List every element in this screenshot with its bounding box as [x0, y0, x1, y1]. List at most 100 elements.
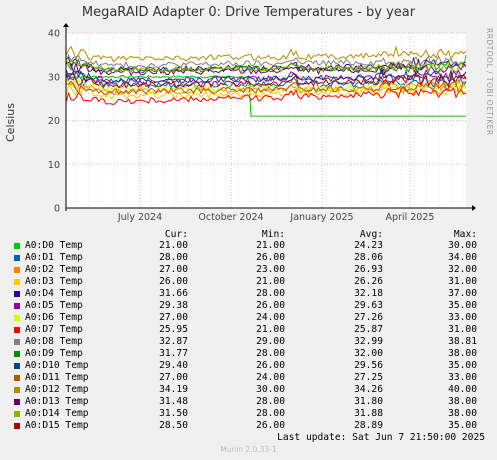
legend-row: A0:D8 Temp 32.87 29.00 32.99 38.81 — [14, 336, 484, 348]
legend-min-value: 28.00 — [256, 348, 285, 359]
header-cur: Cur: — [164, 229, 188, 240]
series-line — [65, 61, 467, 77]
legend-swatch — [14, 315, 20, 321]
legend-max-value: 35.00 — [448, 300, 477, 311]
legend-series-name: A0:D14 Temp — [25, 408, 89, 419]
legend-swatch — [14, 363, 20, 369]
legend-avg-value: 34.26 — [354, 384, 383, 395]
rrdtool-credit: RRDTOOL / TOBI OETIKER — [485, 28, 494, 136]
legend-max-value: 38.81 — [448, 336, 477, 347]
legend-max-value: 38.00 — [448, 348, 477, 359]
legend-avg-value: 28.89 — [354, 420, 383, 431]
legend-max-value: 33.00 — [448, 372, 477, 383]
legend-avg-value: 25.87 — [354, 324, 383, 335]
x-tick-label: July 2024 — [117, 212, 162, 223]
legend-cur-value: 31.66 — [159, 288, 188, 299]
legend-min-value: 26.00 — [256, 420, 285, 431]
legend-row: A0:D9 Temp 31.77 28.00 32.00 38.00 — [14, 348, 484, 360]
legend-row: A0:D13 Temp 31.48 28.00 31.80 38.00 — [14, 396, 484, 408]
legend-max-value: 34.00 — [448, 252, 477, 263]
legend-avg-value: 28.06 — [354, 252, 383, 263]
header-max: Max: — [453, 229, 477, 240]
legend-min-value: 24.00 — [256, 372, 285, 383]
header-min: Min: — [261, 229, 285, 240]
legend-series-name: A0:D6 Temp — [25, 312, 83, 323]
legend-min-value: 28.00 — [256, 288, 285, 299]
legend-row: A0:D1 Temp 28.00 26.00 28.06 34.00 — [14, 252, 484, 264]
legend-series-name: A0:D8 Temp — [25, 336, 83, 347]
legend-cur-value: 27.00 — [159, 312, 188, 323]
legend-cur-value: 25.95 — [159, 324, 188, 335]
legend-row: A0:D7 Temp 25.95 21.00 25.87 31.00 — [14, 324, 484, 336]
series-line — [65, 72, 467, 89]
y-axis-arrow — [63, 23, 69, 27]
legend-min-value: 28.00 — [256, 396, 285, 407]
legend-swatch — [14, 327, 20, 333]
legend-series-name: A0:D15 Temp — [25, 420, 89, 431]
legend-row: A0:D3 Temp 26.00 21.00 26.26 31.00 — [14, 276, 484, 288]
series-line — [65, 45, 467, 63]
y-tick-label: 30 — [48, 72, 60, 83]
legend-swatch — [14, 375, 20, 381]
y-tick-label: 20 — [48, 116, 60, 127]
x-tick-label: April 2025 — [386, 212, 435, 223]
legend-max-value: 38.00 — [448, 408, 477, 419]
legend-row: A0:D14 Temp 31.50 28.00 31.88 38.00 — [14, 408, 484, 420]
legend-swatch — [14, 399, 20, 405]
legend-max-value: 30.00 — [448, 240, 477, 251]
legend-cur-value: 29.38 — [159, 300, 188, 311]
legend-max-value: 32.00 — [448, 264, 477, 275]
legend-row: A0:D2 Temp 27.00 23.00 26.93 32.00 — [14, 264, 484, 276]
legend-cur-value: 28.00 — [159, 252, 188, 263]
legend-row: A0:D10 Temp 29.40 26.00 29.56 35.00 — [14, 360, 484, 372]
legend-avg-value: 24.23 — [354, 240, 383, 251]
legend-series-name: A0:D9 Temp — [25, 348, 83, 359]
series-line — [65, 80, 467, 96]
series-line — [65, 74, 466, 117]
legend-swatch — [14, 279, 20, 285]
legend-min-value: 23.00 — [256, 264, 285, 275]
x-tick-label: October 2024 — [198, 212, 263, 223]
legend-avg-value: 29.56 — [354, 360, 383, 371]
legend-swatch — [14, 411, 20, 417]
legend-series-name: A0:D5 Temp — [25, 300, 83, 311]
legend-max-value: 40.00 — [448, 384, 477, 395]
legend-swatch — [14, 339, 20, 345]
last-update: Last update: Sat Jun 7 21:50:00 2025 — [277, 432, 485, 443]
legend-series-name: A0:D0 Temp — [25, 240, 83, 251]
legend-series-name: A0:D13 Temp — [25, 396, 89, 407]
y-tick-label: 10 — [48, 160, 60, 171]
legend-max-value: 31.00 — [448, 276, 477, 287]
series-line — [65, 58, 467, 74]
legend-max-value: 37.00 — [448, 288, 477, 299]
legend-avg-value: 27.25 — [354, 372, 383, 383]
legend-cur-value: 27.00 — [159, 372, 188, 383]
legend-swatch — [14, 303, 20, 309]
legend-min-value: 24.00 — [256, 312, 285, 323]
temperature-chart: 0 10 20 30 40 July 2024 October 2024 January 20… — [48, 23, 476, 223]
legend-swatch — [14, 267, 20, 273]
legend-avg-value: 32.18 — [354, 288, 383, 299]
legend-cur-value: 32.87 — [159, 336, 188, 347]
legend-cur-value: 31.50 — [159, 408, 188, 419]
legend-max-value: 35.00 — [448, 360, 477, 371]
legend-min-value: 21.00 — [256, 276, 285, 287]
legend-cur-value: 29.40 — [159, 360, 188, 371]
legend-series-name: A0:D3 Temp — [25, 276, 83, 287]
header-avg: Avg: — [359, 229, 383, 240]
legend-row: A0:D0 Temp 21.00 21.00 24.23 30.00 — [14, 240, 484, 252]
legend-avg-value: 32.00 — [354, 348, 383, 359]
series-line — [65, 85, 467, 106]
legend-max-value: 33.00 — [448, 312, 477, 323]
legend-cur-value: 31.77 — [159, 348, 188, 359]
chart-title: MegaRAID Adapter 0: Drive Temperatures -… — [81, 5, 416, 20]
legend-max-value: 35.00 — [448, 420, 477, 431]
legend-cur-value: 26.00 — [159, 276, 188, 287]
legend-avg-value: 27.26 — [354, 312, 383, 323]
legend-series-name: A0:D10 Temp — [25, 360, 89, 371]
legend-row: A0:D12 Temp 34.19 30.00 34.26 40.00 — [14, 384, 484, 396]
legend-swatch — [14, 423, 20, 429]
legend-series-name: A0:D12 Temp — [25, 384, 89, 395]
legend-series-name: A0:D1 Temp — [25, 252, 83, 263]
legend-swatch — [14, 243, 20, 249]
